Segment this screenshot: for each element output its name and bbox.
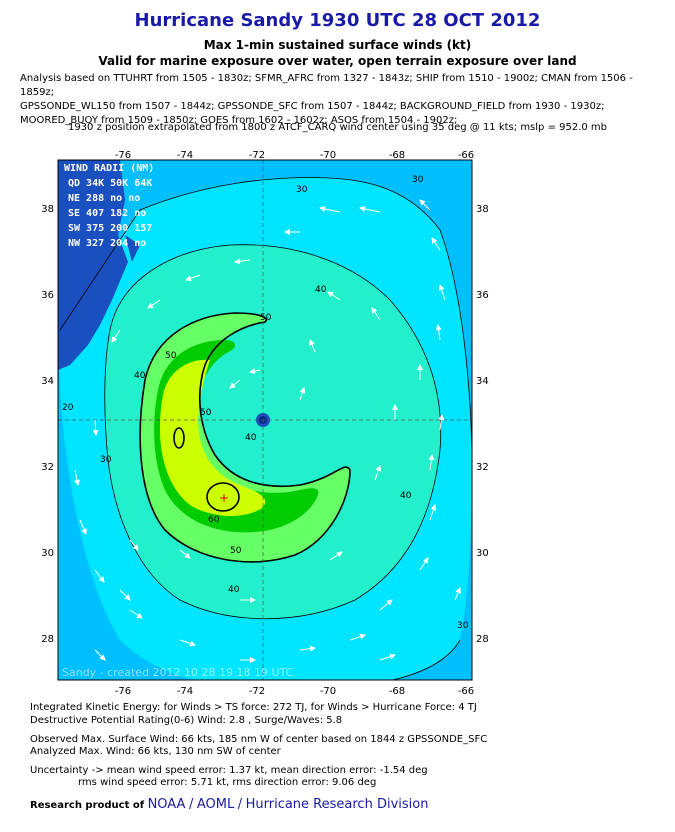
land-mass	[125, 235, 140, 262]
wind-radii-row: NE 288 no no	[68, 193, 140, 204]
contour-label: 30	[100, 455, 112, 465]
research-label: Research product of	[30, 800, 145, 811]
lon-tick-label: -70	[320, 150, 336, 161]
contour-region-64	[160, 359, 266, 516]
contour-label: 60	[208, 515, 220, 525]
contour-label: 30	[457, 621, 469, 631]
position-note: 1930 z position extrapolated from 1800 z…	[67, 122, 608, 133]
wind-radii-header: QD 34K 50K 64K	[68, 178, 152, 189]
lat-tick-label: 30	[41, 548, 54, 559]
wind-radii-row: SW 375 200 157	[68, 223, 152, 234]
contour-label: 50	[165, 351, 177, 361]
watermark: Sandy - created 2012 10 28 19 18 19 UTC	[62, 666, 294, 679]
contour-labels: 30 40 50 60 40 50 30 40 20 30 40 30 50 4…	[62, 175, 469, 631]
contour-label: 40	[245, 433, 257, 443]
map-title: Hurricane Sandy 1930 UTC 28 OCT 2012	[134, 10, 541, 31]
wind-radii-row: NW 327 204 no	[68, 238, 146, 249]
lat-tick-label: 36	[41, 290, 54, 301]
max-wind-contour	[206, 482, 240, 512]
map-subtitle-units: Max 1-min sustained surface winds (kt)	[203, 38, 472, 52]
aoml-link[interactable]: AOML	[196, 797, 235, 812]
lon-tick-label: -76	[115, 150, 131, 161]
rms-error-line: rms wind speed error: 5.71 kt, rms direc…	[78, 777, 377, 788]
hurricane-force-contour	[139, 312, 351, 563]
top-longitude-labels: -76 -74 -72 -70 -68 -66	[115, 150, 474, 161]
lon-tick-label: -74	[177, 150, 193, 161]
lat-tick-label: 34	[41, 376, 54, 387]
analysis-line: Analysis based on TTUHRT from 1505 - 183…	[20, 73, 633, 98]
lat-tick-label: 32	[476, 462, 489, 473]
contour-label: 50	[200, 408, 212, 418]
lon-tick-label: -68	[389, 686, 405, 697]
map-subtitle-exposure: Valid for marine exposure over water, op…	[98, 54, 577, 68]
right-latitude-labels: 38 36 34 32 30 28	[476, 204, 489, 645]
map-frame	[57, 159, 473, 681]
wind-radii-row: SE 407 182 no	[68, 208, 146, 219]
ike-line: Integrated Kinetic Energy: for Winds > T…	[30, 702, 477, 713]
lat-tick-label: 38	[41, 204, 54, 215]
contour-label: 40	[315, 285, 327, 295]
lat-tick-label: 28	[41, 634, 54, 645]
contour-label: 40	[400, 491, 412, 501]
analyzed-max-wind-line: Analyzed Max. Wind: 66 kts, 130 nm SW of…	[30, 746, 281, 757]
lat-tick-label: 36	[476, 290, 489, 301]
contour-label: 50	[260, 313, 272, 323]
destructive-potential-line: Destructive Potential Rating(0-6) Wind: …	[30, 715, 343, 726]
lat-tick-label: 30	[476, 548, 489, 559]
lon-tick-label: -72	[249, 150, 265, 161]
land-mass	[58, 160, 128, 370]
lon-tick-label: -70	[320, 686, 336, 697]
lat-tick-label: 38	[476, 204, 489, 215]
contour-lines	[59, 177, 472, 680]
lon-tick-label: -66	[458, 686, 474, 697]
uncertainty-line: Uncertainty -> mean wind speed error: 1.…	[30, 765, 428, 776]
plot-area: + 30 40 50 60 40 50 30 40 20 30 40 30 50…	[58, 160, 472, 680]
analysis-sources: Analysis based on TTUHRT from 1505 - 183…	[20, 72, 670, 128]
hrd-link[interactable]: Hurricane Research Division	[245, 797, 429, 812]
analysis-line: MOORED_BUOY from 1509 - 1850z; GOES from…	[20, 115, 458, 126]
wind-vectors	[74, 199, 461, 663]
lon-tick-label: -74	[177, 686, 193, 697]
lon-tick-label: -68	[389, 150, 405, 161]
left-latitude-labels: 38 36 34 32 30 28	[41, 204, 54, 645]
contour-label: 30	[412, 175, 424, 185]
max-wind-marker: +	[219, 491, 229, 505]
noaa-link[interactable]: NOAA	[147, 797, 186, 812]
bottom-longitude-labels: -76 -74 -72 -70 -68 -66	[115, 686, 474, 697]
lat-tick-label: 28	[476, 634, 489, 645]
wind-radii-table: WIND RADII (NM) QD 34K 50K 64K NE 288 no…	[64, 163, 154, 249]
contour-label: 30	[296, 185, 308, 195]
contour-label: 40	[228, 585, 240, 595]
analysis-line: GPSSONDE_WL150 from 1507 - 1844z; GPSSON…	[20, 101, 605, 112]
wind-field-map: -76 -74 -72 -70 -68 -66	[41, 150, 489, 697]
contour-label: 50	[230, 546, 242, 556]
wind-radii-title: WIND RADII (NM)	[64, 163, 154, 174]
research-credit: Research product of NOAA / AOML / Hurric…	[30, 797, 429, 812]
max-wind-contour	[173, 427, 185, 449]
lon-tick-label: -72	[249, 686, 265, 697]
observed-max-wind-line: Observed Max. Surface Wind: 66 kts, 185 …	[30, 734, 488, 745]
lon-tick-label: -76	[115, 686, 131, 697]
lon-tick-label: -66	[458, 150, 474, 161]
contour-label: 40	[134, 371, 146, 381]
contour-label: 20	[62, 403, 74, 413]
lat-tick-label: 32	[41, 462, 54, 473]
lat-tick-label: 34	[476, 376, 489, 387]
